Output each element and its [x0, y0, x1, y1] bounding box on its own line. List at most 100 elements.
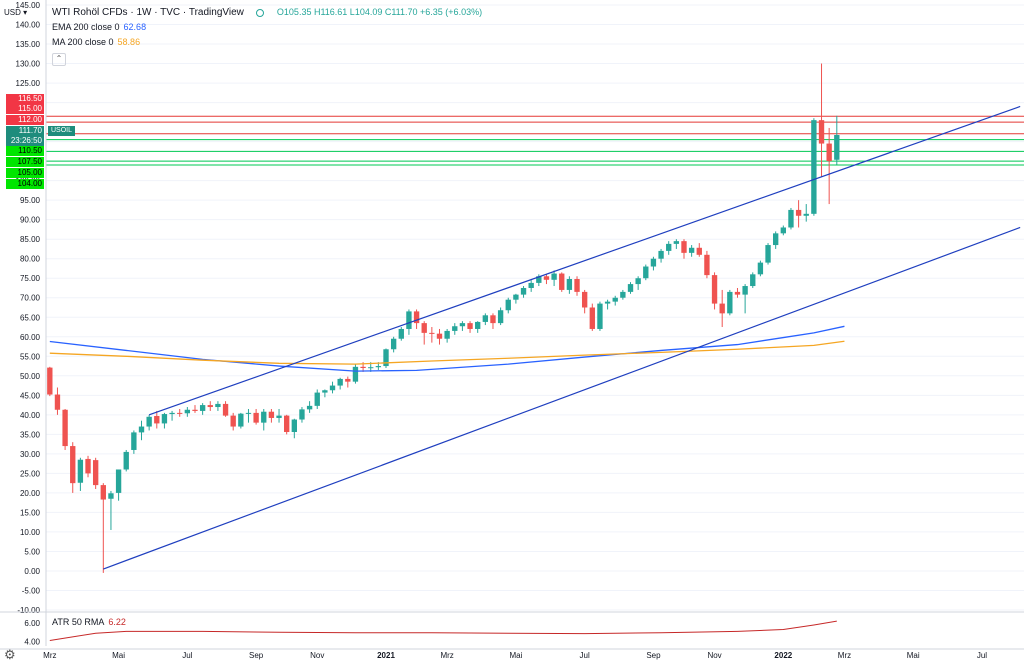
x-tick-label: Jul: [977, 651, 987, 660]
candle-body: [291, 419, 297, 433]
candlestick-series: [47, 63, 840, 573]
candle-body: [222, 403, 229, 416]
candle-body: [811, 120, 817, 214]
candle-body: [482, 315, 489, 322]
y-tick-label: 5.00: [24, 547, 40, 556]
x-tick-label: Mrz: [838, 651, 851, 660]
candle-body: [505, 299, 511, 311]
time-axis: Mrz Mai Jul Sep Nov 2021 Mrz Mai Jul Sep Nov 2022 Mr…: [43, 651, 987, 660]
candle-body: [750, 274, 756, 287]
candle-body: [54, 394, 61, 410]
y-tick-label: 0.00: [24, 567, 40, 576]
candle-body: [230, 415, 236, 427]
candle-body: [360, 366, 366, 368]
candle-body: [245, 412, 252, 414]
candle-body: [390, 338, 397, 350]
candle-body: [742, 286, 748, 295]
candle-body: [635, 278, 641, 285]
candle-body: [696, 247, 702, 255]
candle-body: [688, 247, 695, 253]
candle-body: [719, 303, 725, 314]
trendlines: [103, 105, 1021, 570]
candle-body: [444, 330, 450, 339]
ma-value: 58.86: [117, 37, 141, 47]
candle-body: [650, 258, 657, 267]
y-tick-label: 15.00: [20, 508, 41, 517]
y-tick-label: 45.00: [20, 391, 41, 400]
candle-body: [92, 460, 99, 486]
candle-body: [704, 254, 710, 276]
candle-body: [467, 323, 473, 329]
candle-body: [589, 307, 595, 329]
gear-icon[interactable]: ⚙: [4, 647, 16, 662]
candle-body: [169, 412, 175, 415]
candle-body: [192, 409, 198, 411]
candle-body: [322, 390, 328, 393]
candle-body: [123, 451, 129, 470]
y-tick-label: 125.00: [16, 79, 41, 88]
y-tick-label: 75.00: [20, 274, 41, 283]
ema-label[interactable]: EMA 200 close 0: [52, 22, 120, 32]
atr-legend[interactable]: ATR 50 RMA 6.22: [52, 617, 126, 627]
candle-body: [436, 333, 443, 339]
bar-countdown: 23:26:50: [10, 136, 42, 145]
candle-body: [559, 273, 565, 290]
candle-body: [306, 405, 313, 410]
candle-body: [398, 328, 404, 339]
candle-body: [627, 284, 634, 292]
candle-body: [581, 291, 588, 308]
y-tick-label: 10.00: [20, 528, 41, 537]
symbol-title[interactable]: WTI Rohöl CFDs · 1W · TVC · TradingView: [52, 7, 244, 18]
candle-body: [620, 291, 626, 298]
candle-body: [406, 311, 412, 329]
atr-label: ATR 50 RMA: [52, 617, 105, 627]
candle-body: [238, 413, 244, 427]
candle-body: [795, 209, 802, 216]
y-tick-label: 145.00: [16, 1, 41, 10]
candle-body: [85, 458, 91, 474]
candle-body: [345, 378, 351, 382]
y-tick-label: 30.00: [20, 450, 41, 459]
candle-body: [62, 409, 68, 447]
ma-label[interactable]: MA 200 close 0: [52, 37, 114, 47]
x-tick-label: Mai: [112, 651, 125, 660]
candle-body: [284, 415, 290, 433]
chevron-up-icon[interactable]: ⌃: [52, 53, 66, 66]
x-tick-label: Nov: [707, 651, 721, 660]
candle-body: [100, 485, 106, 500]
candle-body: [658, 250, 664, 259]
support-label: 110.50: [6, 146, 44, 156]
candle-body: [177, 412, 183, 414]
candle-body: [108, 493, 114, 499]
candle-body: [727, 291, 733, 314]
candle-body: [268, 411, 275, 418]
y-tick-label: 135.00: [16, 40, 41, 49]
candle-body: [337, 378, 343, 386]
candle-body: [604, 301, 611, 304]
candle-body: [475, 321, 481, 329]
x-tick-label: Sep: [249, 651, 264, 660]
currency-selector[interactable]: USD ▾: [4, 8, 28, 17]
x-tick-label: Mrz: [440, 651, 453, 660]
y-tick-label: 60.00: [20, 333, 41, 342]
support-label: 107.50: [6, 157, 44, 167]
candle-body: [70, 446, 76, 484]
y-tick-label: 140.00: [16, 21, 41, 30]
candle-body: [551, 273, 557, 280]
y-tick-label: -10.00: [17, 606, 40, 615]
candle-body: [788, 209, 794, 228]
candle-body: [497, 310, 504, 324]
support-label: 104.00: [6, 179, 44, 189]
y-tick-label: 95.00: [20, 196, 41, 205]
candle-body: [421, 323, 427, 333]
trendline: [148, 105, 1021, 416]
candle-body: [131, 432, 137, 450]
candle-body: [459, 323, 466, 327]
candle-body: [666, 243, 672, 251]
y-tick-label: 50.00: [20, 372, 41, 381]
ma-200-line: [49, 340, 845, 365]
y-tick-label: -5.00: [22, 586, 41, 595]
symbol-tag: USOIL: [48, 126, 76, 136]
resistance-label: 112.00: [6, 115, 44, 125]
